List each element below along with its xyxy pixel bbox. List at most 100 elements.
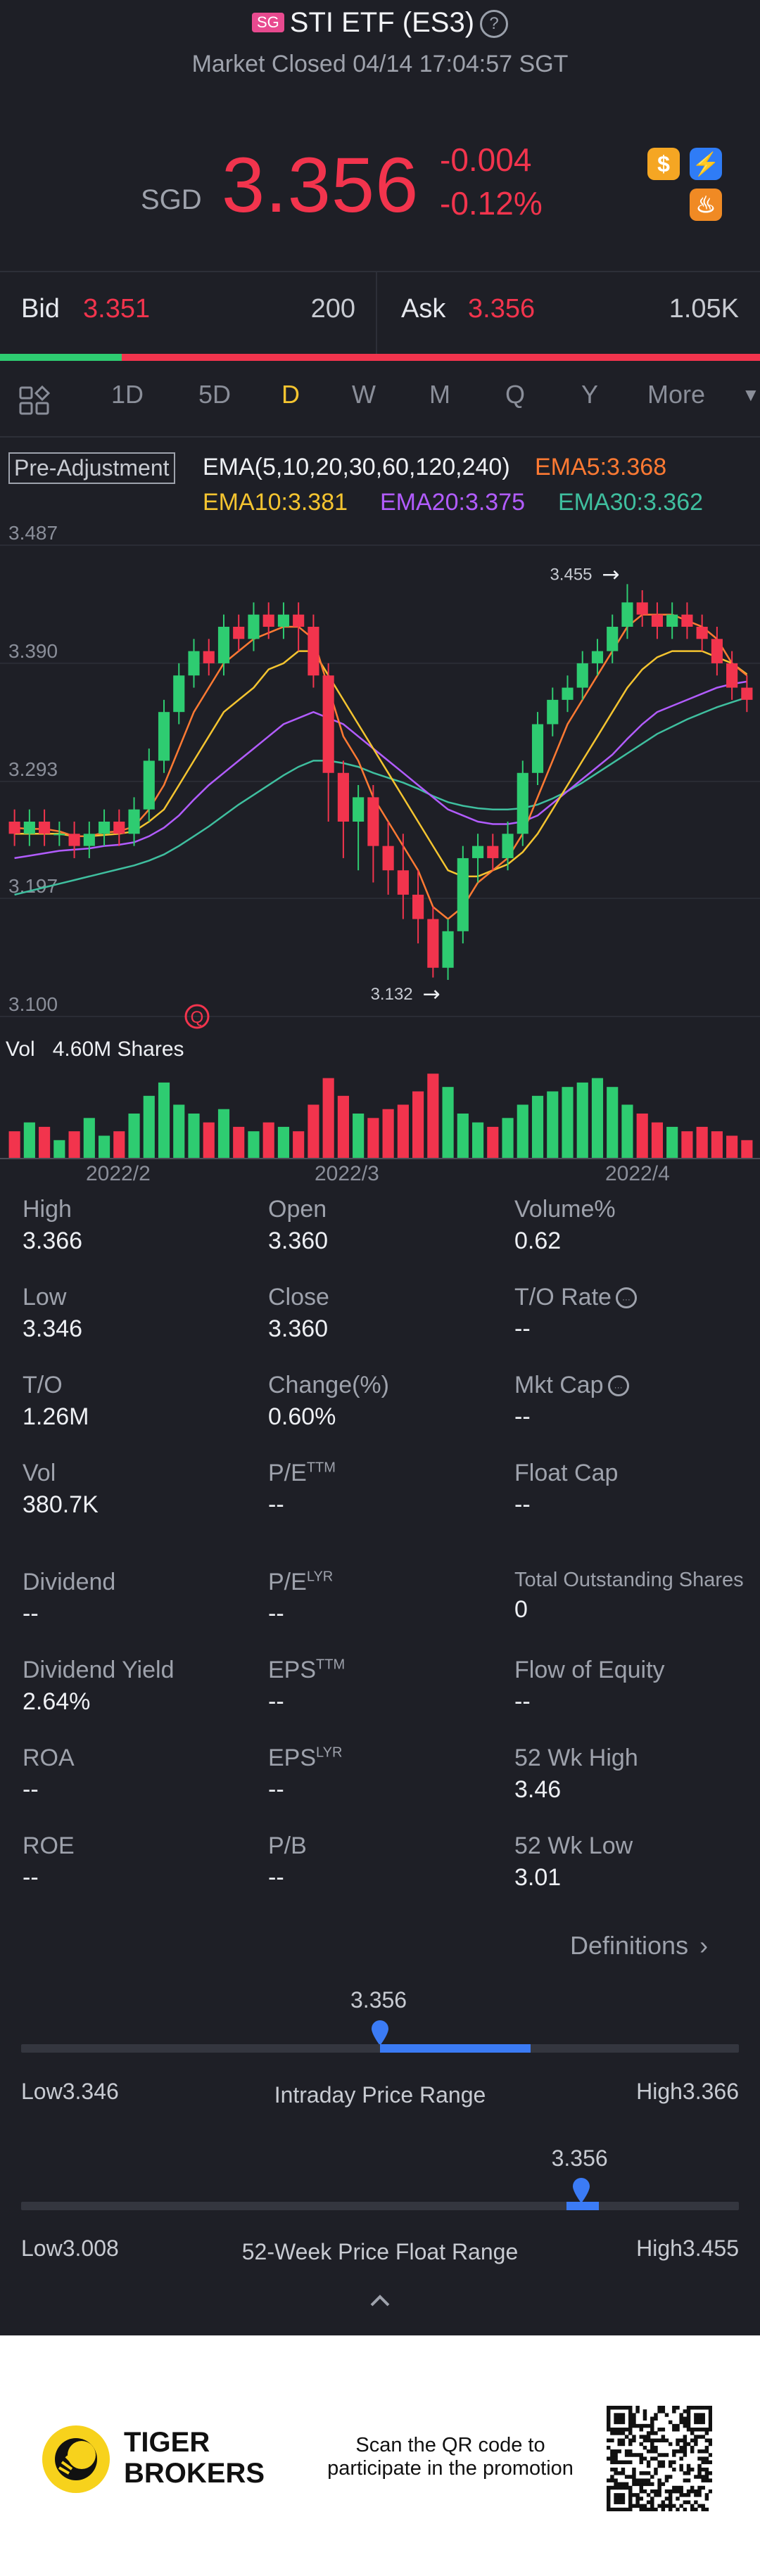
tab-more[interactable]: More: [647, 380, 706, 409]
qr-module: [708, 2438, 712, 2443]
qr-module: [708, 2442, 712, 2447]
pre-adjustment-toggle[interactable]: Pre-Adjustment: [8, 452, 175, 484]
stat-value: --: [268, 1864, 284, 1891]
candle-body: [711, 639, 723, 663]
info-icon[interactable]: ···: [615, 1287, 637, 1308]
stat-value: --: [268, 1491, 284, 1518]
info-icon[interactable]: ···: [607, 1375, 629, 1396]
stat-value: --: [268, 1688, 284, 1715]
qr-module: [654, 2456, 658, 2461]
tab-q[interactable]: Q: [505, 380, 526, 409]
candle-body: [262, 614, 274, 627]
tab-m[interactable]: M: [429, 380, 450, 409]
qr-module: [701, 2475, 705, 2479]
stat-t-o-rate[interactable]: T/O Rate ··· --: [514, 1284, 754, 1343]
qr-module: [628, 2409, 633, 2414]
qr-module: [635, 2493, 640, 2497]
volume-bar: [53, 1140, 65, 1158]
stat-value: --: [23, 1776, 39, 1803]
volume-bar: [382, 1109, 394, 1158]
candle: [53, 821, 65, 846]
qr-module: [701, 2406, 705, 2410]
qr-module: [628, 2413, 633, 2417]
qr-module: [701, 2428, 705, 2432]
qr-module: [607, 2493, 611, 2497]
qr-module: [690, 2449, 695, 2454]
qr-module: [690, 2489, 695, 2494]
qr-module: [614, 2420, 618, 2425]
tab-y[interactable]: Y: [581, 380, 599, 409]
tab-w[interactable]: W: [352, 380, 376, 409]
definitions-link[interactable]: Definitions ›: [570, 1931, 708, 1960]
candle: [113, 809, 125, 846]
qr-module: [657, 2438, 661, 2443]
qr-module: [621, 2420, 626, 2425]
qr-module: [610, 2453, 614, 2457]
definitions-label: Definitions: [570, 1931, 689, 1960]
candle-body: [487, 846, 499, 858]
qr-module: [676, 2406, 680, 2410]
qr-module: [621, 2500, 626, 2504]
layout-grid-icon[interactable]: [18, 385, 52, 423]
chevron-down-icon[interactable]: ▼: [742, 384, 760, 405]
qr-module: [632, 2420, 636, 2425]
qr-module: [708, 2420, 712, 2425]
candle-body: [547, 699, 559, 725]
candle: [547, 687, 559, 737]
qr-module: [701, 2435, 705, 2439]
tab-1d[interactable]: 1D: [111, 380, 144, 409]
qr-module: [661, 2500, 666, 2504]
qr-code[interactable]: [607, 2406, 712, 2511]
qr-module: [624, 2449, 629, 2454]
qr-module: [610, 2431, 614, 2435]
qr-module: [708, 2413, 712, 2417]
qr-module: [617, 2406, 621, 2410]
qr-module: [683, 2493, 688, 2497]
qr-module: [657, 2409, 661, 2414]
qr-module: [632, 2504, 636, 2508]
qr-module: [697, 2456, 702, 2461]
qr-module: [701, 2478, 705, 2482]
chevron-up-icon[interactable]: [366, 2290, 394, 2314]
volume-bar: [262, 1122, 274, 1158]
candle: [681, 602, 693, 639]
tab-5d[interactable]: 5D: [198, 380, 232, 409]
volume-label: Vol 4.60M Shares: [6, 1038, 184, 1061]
qr-module: [610, 2507, 614, 2511]
dollar-icon[interactable]: $: [647, 148, 680, 180]
qr-module: [679, 2449, 683, 2454]
qr-module: [704, 2475, 709, 2479]
candle-body: [98, 821, 110, 834]
candle: [173, 663, 185, 725]
qr-module: [621, 2507, 626, 2511]
qr-module: [642, 2478, 647, 2482]
lightning-icon[interactable]: ⚡: [690, 148, 722, 180]
volume-chart[interactable]: [0, 1062, 760, 1161]
stat-value: 3.360: [268, 1228, 329, 1254]
qr-module: [708, 2489, 712, 2494]
ema-params[interactable]: EMA(5,10,20,30,60,120,240): [203, 454, 510, 480]
volume-bar: [427, 1073, 439, 1158]
qr-module: [614, 2413, 618, 2417]
qr-module: [679, 2467, 683, 2472]
candle: [502, 821, 514, 871]
qr-module: [668, 2507, 673, 2511]
qr-module: [661, 2406, 666, 2410]
qr-module: [646, 2500, 651, 2504]
help-icon[interactable]: ?: [480, 10, 509, 38]
qr-module: [672, 2409, 676, 2414]
stat-label: Close: [268, 1284, 507, 1311]
volume-bar: [337, 1095, 349, 1158]
candle-body: [68, 834, 80, 846]
candle: [23, 809, 35, 846]
stat-value: 3.360: [268, 1315, 329, 1342]
qr-module: [657, 2482, 661, 2487]
stat-mkt-cap[interactable]: Mkt Cap ··· --: [514, 1372, 754, 1431]
qr-module: [676, 2507, 680, 2511]
qr-module: [664, 2497, 669, 2501]
flame-icon[interactable]: ♨: [690, 189, 722, 221]
candle: [293, 602, 305, 651]
qr-module: [639, 2489, 644, 2494]
tab-d[interactable]: D: [281, 380, 300, 409]
